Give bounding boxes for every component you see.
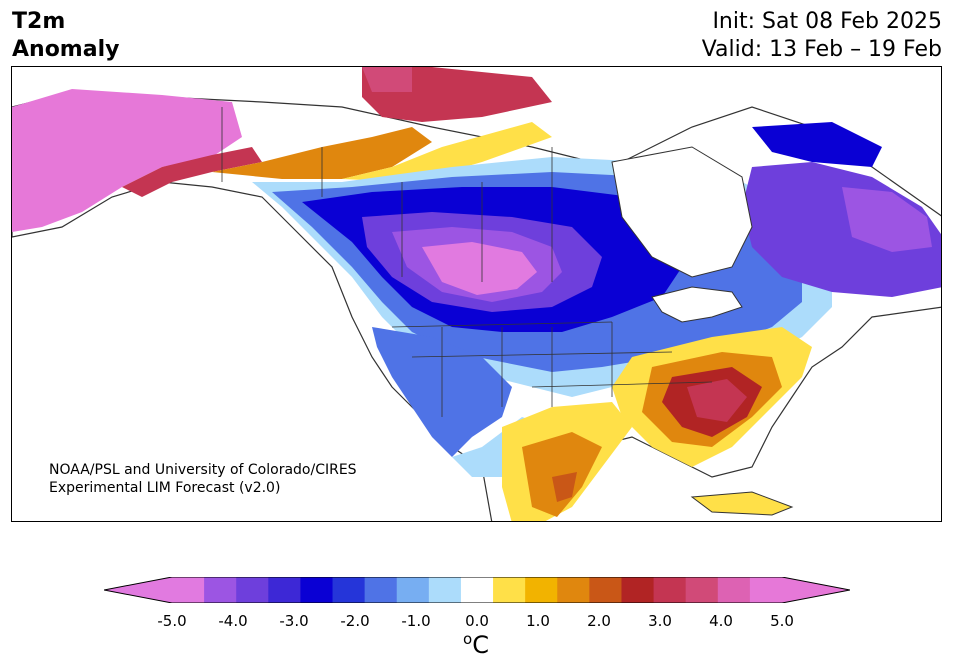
colorbar-tick-label: -3.0 [279, 612, 309, 630]
colorbar-swatch [204, 577, 237, 603]
title-dates: Init: Sat 08 Feb 2025 Valid: 13 Feb – 19… [702, 8, 942, 64]
colorbar-over-arrow [782, 577, 850, 603]
colorbar [104, 577, 850, 603]
yukon-yellow [342, 122, 552, 182]
init-date: Init: Sat 08 Feb 2025 [712, 9, 942, 34]
colorbar-tick-label: 2.0 [587, 612, 611, 630]
map-panel [11, 66, 942, 522]
title-line-1: T2m [12, 9, 66, 34]
mexico-rust [552, 472, 577, 502]
alaska-warm-anomaly [12, 89, 242, 232]
colorbar-swatch [621, 577, 655, 603]
units-base: C [472, 631, 489, 659]
colorbar-swatch [525, 577, 558, 603]
hudson-bay-water [611, 146, 753, 278]
colorbar-swatch [236, 577, 269, 603]
credit-text: NOAA/PSL and University of Colorado/CIRE… [49, 461, 357, 497]
credit-line-2: Experimental LIM Forecast (v2.0) [49, 480, 281, 496]
colorbar-swatch [493, 577, 526, 603]
colorbar-swatch [268, 577, 301, 603]
colorbar-tick-label: -1.0 [401, 612, 431, 630]
anomaly-map [12, 67, 941, 521]
units-label: oC [463, 630, 489, 659]
labrador-violet [842, 187, 932, 252]
title-line-2: Anomaly [12, 37, 120, 62]
colorbar-swatch [717, 577, 751, 603]
colorbar-swatch [364, 577, 398, 603]
southeast-crimson [687, 379, 747, 422]
alaska-gradient [122, 147, 262, 197]
prairie-magenta-core [422, 242, 537, 295]
colorbar-swatch [396, 577, 430, 603]
colorbar-tick-label: 4.0 [709, 612, 733, 630]
colorbar-swatch [172, 577, 205, 603]
arctic-pink [362, 67, 412, 92]
colorbar-tick-label: -4.0 [218, 612, 248, 630]
colorbar-tick-label: 0.0 [465, 612, 489, 630]
colorbar-swatch [300, 577, 334, 603]
title-variable: T2m Anomaly [12, 8, 119, 64]
colorbar-swatch [428, 577, 462, 603]
colorbar-tick-label: 5.0 [770, 612, 794, 630]
colorbar-swatch [589, 577, 622, 603]
colorbar-swatch [685, 577, 719, 603]
mexico-orange [522, 432, 602, 517]
units-superscript: o [463, 630, 473, 648]
colorbar-tick-label: -2.0 [340, 612, 370, 630]
cuba-yellow [690, 491, 794, 516]
colorbar-swatch [749, 577, 783, 603]
political-boundaries [221, 107, 713, 417]
colorbar-tick-label: -5.0 [157, 612, 187, 630]
valid-range: Valid: 13 Feb – 19 Feb [701, 37, 942, 62]
colorbar-under-arrow [104, 577, 172, 603]
great-lakes [651, 286, 743, 323]
colorbar-tick-label: 1.0 [526, 612, 550, 630]
colorbar-tick-label: 3.0 [648, 612, 672, 630]
colorbar-swatch [332, 577, 366, 603]
colorbar-swatch [460, 577, 494, 603]
colorbar-swatch [557, 577, 590, 603]
baffin-blue [752, 122, 882, 167]
credit-line-1: NOAA/PSL and University of Colorado/CIRE… [49, 462, 357, 478]
colorbar-swatch [653, 577, 687, 603]
